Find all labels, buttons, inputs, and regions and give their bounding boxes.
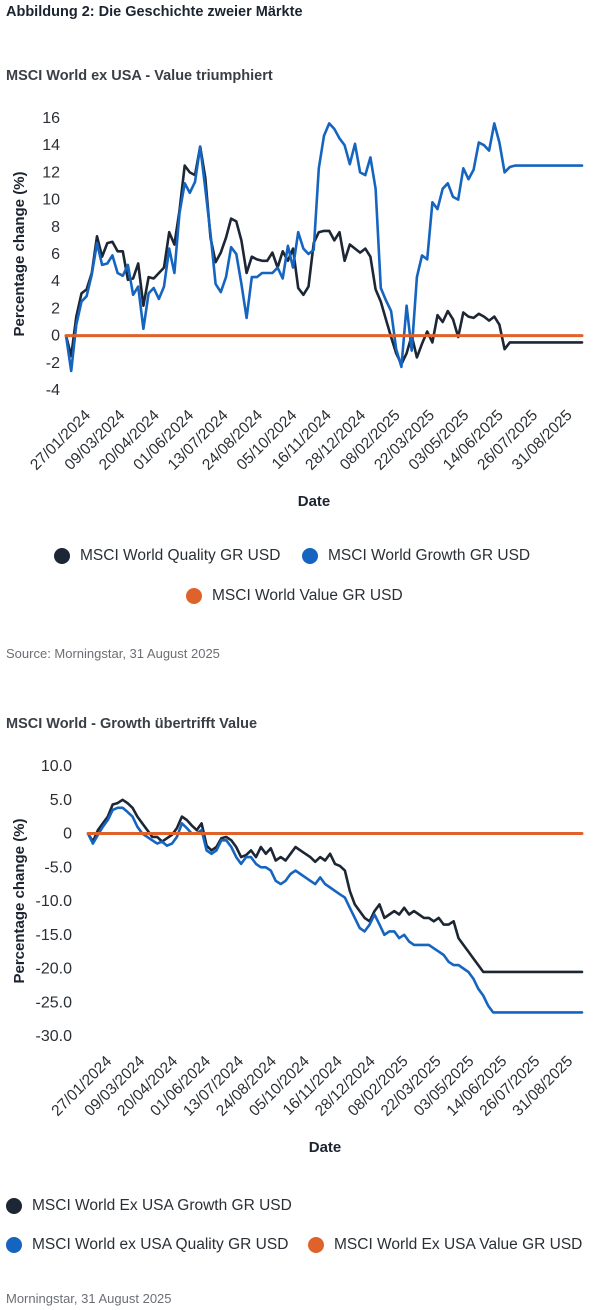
- series-line-dark: [64, 145, 584, 366]
- chart2-svg: 10.0 5.0 0 -5.0 -10.0 -15.0 -20.0 -25.0 -30.0 Per…: [11, 758, 584, 1156]
- y-tick-label: -5.0: [44, 859, 72, 876]
- y-tick-label: -2: [46, 355, 60, 372]
- x-axis-label: Date: [309, 1139, 342, 1156]
- legend-dot: [54, 548, 70, 564]
- y-tick-label: -15.0: [36, 927, 73, 944]
- legend-label: MSCI World ex USA Quality GR USD: [32, 1236, 289, 1253]
- legend-item: MSCI World Quality GR USD: [54, 547, 280, 565]
- legend-item: MSCI World Growth GR USD: [302, 547, 530, 565]
- series-line-dark: [86, 798, 584, 974]
- y-tick-label: -25.0: [36, 994, 73, 1011]
- y-tick-label: 8: [51, 219, 60, 236]
- legend-dot: [186, 588, 202, 604]
- legend-label: MSCI World Ex USA Value GR USD: [334, 1236, 583, 1253]
- legend-label: MSCI World Quality GR USD: [80, 547, 281, 564]
- y-tick-label: 16: [42, 110, 60, 127]
- y-tick-label: 2: [51, 300, 60, 317]
- legend-item: MSCI World Ex USA Growth GR USD: [6, 1197, 292, 1215]
- chart1-source: Source: Morningstar, 31 August 2025: [6, 646, 220, 661]
- legend-item: MSCI World Ex USA Value GR USD: [308, 1236, 582, 1254]
- figure-title: Abbildung 2: Die Geschichte zweier Märkt…: [6, 4, 303, 20]
- x-axis-label: Date: [298, 493, 331, 510]
- legend-item: MSCI World ex USA Quality GR USD: [6, 1236, 288, 1254]
- y-tick-label: 14: [42, 137, 60, 154]
- legend-dot: [6, 1237, 22, 1253]
- chart2-title: MSCI World - Growth übertrifft Value: [6, 716, 258, 732]
- series-line-blue: [64, 122, 584, 373]
- legend-label: MSCI World Value GR USD: [212, 587, 403, 604]
- y-tick-label: 10: [42, 192, 60, 209]
- chart1-title: MSCI World ex USA - Value triumphiert: [6, 68, 273, 84]
- y-axis-label: Percentage change (%): [11, 818, 28, 983]
- legend-dot: [302, 548, 318, 564]
- legend-item: MSCI World Value GR USD: [186, 587, 403, 605]
- y-axis-label: Percentage change (%): [11, 171, 28, 336]
- y-tick-label: 6: [51, 246, 60, 263]
- legend-dot: [308, 1237, 324, 1253]
- y-tick-label: -30.0: [36, 1028, 73, 1045]
- y-tick-label: -10.0: [36, 893, 73, 910]
- y-tick-label: 12: [42, 164, 60, 181]
- y-tick-label: -4: [46, 382, 60, 399]
- chart2-source: Morningstar, 31 August 2025: [6, 1291, 172, 1306]
- y-tick-label: 0: [63, 826, 72, 843]
- y-tick-label: 4: [51, 273, 60, 290]
- legend-label: MSCI World Growth GR USD: [328, 547, 531, 564]
- legend-dot: [6, 1198, 22, 1214]
- y-tick-label: 10.0: [41, 758, 72, 775]
- y-tick-label: 0: [51, 328, 60, 345]
- y-tick-label: -20.0: [36, 961, 73, 978]
- y-tick-label: 5.0: [50, 792, 72, 809]
- legend-label: MSCI World Ex USA Growth GR USD: [32, 1197, 292, 1214]
- series-line-blue: [86, 806, 584, 1014]
